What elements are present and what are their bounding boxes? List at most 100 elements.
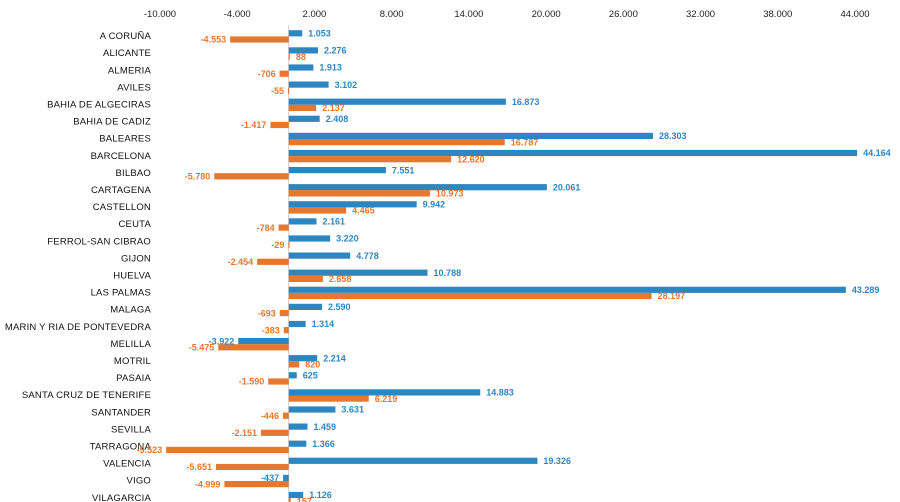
series-blue-value-label: -437 — [261, 473, 279, 483]
series-blue-value-label: 9.942 — [423, 200, 446, 210]
category-label: MARIN Y RIA DE PONTEVEDRA — [5, 322, 152, 333]
series-blue-bar — [288, 64, 314, 71]
series-orange-value-label: 16.787 — [511, 137, 539, 147]
series-orange-value-label: -693 — [258, 308, 276, 318]
series-orange-bar — [257, 258, 289, 265]
series-orange-value-label: -706 — [258, 69, 276, 79]
series-blue-value-label: 2.408 — [326, 114, 349, 124]
category-label: BARCELONA — [91, 151, 152, 162]
series-orange-bar — [283, 327, 289, 334]
series-orange-bar — [224, 481, 289, 488]
series-blue-value-label: 2.161 — [323, 217, 346, 227]
series-blue-bar — [288, 235, 331, 242]
series-orange-bar — [288, 361, 300, 368]
series-orange-value-label: -55 — [271, 86, 284, 96]
series-blue-value-label: 1.459 — [313, 422, 336, 432]
x-axis-ticks: -10.000 -4.000 2.000 8.000 14.000 20.000 26.00… — [144, 9, 870, 20]
series-blue-bar — [288, 218, 317, 225]
series-orange-value-label: -9.523 — [137, 445, 163, 455]
series-blue-value-label: 1.053 — [308, 29, 331, 39]
series-orange-bar — [288, 498, 291, 502]
series-orange-bar — [270, 121, 289, 129]
x-tick-label: 26.000 — [609, 9, 638, 20]
category-label: ALICANTE — [103, 48, 151, 59]
series-orange-value-label: -5.475 — [189, 343, 215, 353]
bars — [166, 30, 858, 502]
category-label: SEVILLA — [111, 424, 151, 435]
category-label: SANTA CRUZ DE TENERIFE — [22, 390, 151, 401]
series-blue-value-label: 7.551 — [392, 165, 415, 175]
series-orange-bar — [282, 412, 289, 419]
category-label: CARTAGENA — [91, 185, 152, 196]
x-tick-label: 2.000 — [303, 9, 327, 20]
series-orange-value-label: 12.620 — [457, 154, 485, 164]
series-orange-value-label: 6.219 — [375, 394, 398, 404]
category-label: SANTANDER — [91, 407, 151, 418]
x-tick-label: 14.000 — [454, 9, 483, 20]
series-blue-bar — [288, 47, 318, 54]
x-tick-label: 32.000 — [686, 9, 715, 20]
series-blue-bar — [283, 474, 289, 481]
series-blue-value-label: 2.276 — [324, 46, 347, 56]
series-blue-bar — [288, 149, 858, 157]
category-label: BAHIA DE CADIZ — [73, 117, 151, 128]
series-blue-value-label: 2.214 — [323, 353, 346, 363]
category-label: TARRAGONA — [90, 441, 152, 452]
series-orange-bar — [215, 463, 289, 471]
series-blue-bar — [288, 423, 308, 430]
series-orange-value-label: -5.651 — [186, 462, 212, 472]
series-blue-bar — [288, 252, 351, 259]
series-blue-bar — [288, 406, 336, 413]
series-blue-bar — [288, 98, 506, 105]
series-orange-bar — [288, 395, 369, 402]
series-orange-bar — [288, 292, 652, 300]
x-tick-label: -10.000 — [144, 9, 176, 20]
x-tick-label: 44.000 — [840, 9, 869, 20]
data-labels: 1.053 -4.553 2.276 88 1.913 -706 3.102 -55 16.87… — [137, 29, 891, 502]
series-orange-value-label: -4.553 — [201, 35, 227, 45]
category-label: MELILLA — [111, 339, 152, 350]
series-orange-value-label: 820 — [305, 360, 320, 370]
x-tick-label: 8.000 — [380, 9, 404, 20]
series-blue-bar — [288, 491, 304, 499]
category-label: AVILES — [117, 82, 151, 93]
series-blue-bar — [288, 440, 307, 447]
category-label: BILBAO — [115, 168, 151, 179]
series-orange-bar — [288, 190, 430, 197]
series-blue-bar — [288, 81, 329, 88]
series-blue-value-label: 28.303 — [659, 131, 687, 141]
series-blue-bar — [238, 338, 289, 345]
series-blue-value-label: 1.126 — [309, 490, 332, 500]
series-blue-value-label: 43.289 — [852, 285, 880, 295]
series-orange-bar — [166, 446, 289, 453]
category-label: VALENCIA — [103, 459, 151, 470]
series-orange-bar — [268, 378, 289, 385]
category-label: VIGO — [126, 476, 151, 487]
series-blue-value-label: 3.220 — [336, 234, 359, 244]
category-label: CASTELLON — [93, 202, 151, 213]
series-blue-value-label: 2.590 — [328, 302, 351, 312]
series-orange-value-label: -5.780 — [185, 172, 211, 182]
series-blue-bar — [288, 389, 481, 396]
series-blue-bar — [288, 269, 428, 276]
series-blue-value-label: 14.883 — [486, 388, 514, 398]
series-orange-value-label: -784 — [257, 223, 275, 233]
category-label: CEUTA — [119, 219, 152, 230]
series-blue-value-label: 3.102 — [335, 80, 358, 90]
category-label: BAHIA DE ALGECIRAS — [47, 99, 151, 110]
category-label: MOTRIL — [114, 356, 151, 367]
series-orange-bar — [214, 173, 289, 180]
category-label: LAS PALMAS — [91, 288, 151, 299]
category-label: A CORUÑA — [100, 31, 152, 42]
series-blue-bar — [288, 30, 303, 37]
series-orange-value-label: 10.973 — [436, 189, 464, 199]
series-orange-bar — [288, 139, 505, 146]
series-blue-bar — [288, 167, 386, 174]
series-orange-bar — [218, 344, 289, 351]
series-blue-value-label: -3.922 — [209, 336, 235, 346]
series-blue-value-label: 4.778 — [356, 251, 379, 261]
series-orange-value-label: -29 — [271, 240, 284, 250]
series-orange-bar — [288, 156, 452, 163]
series-orange-bar — [288, 53, 290, 60]
